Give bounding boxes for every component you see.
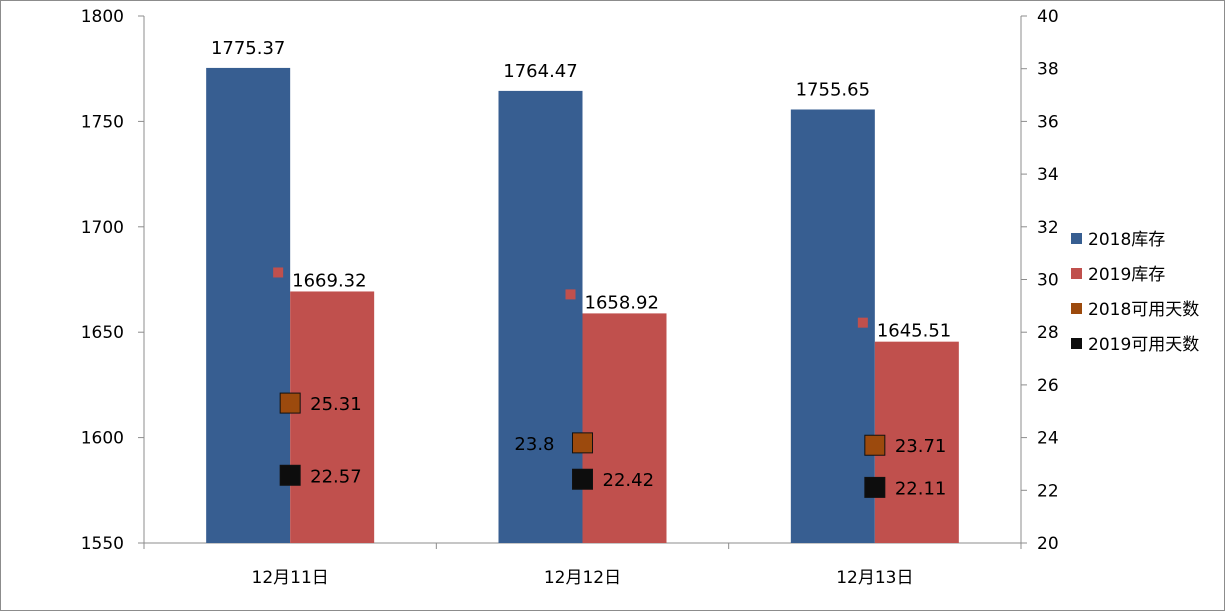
bar-2018库存 xyxy=(206,67,291,543)
legend-swatch xyxy=(1071,338,1082,349)
y-left-tick-label: 1600 xyxy=(81,429,124,449)
legend-swatch xyxy=(1071,303,1082,314)
y-left-tick-label: 1550 xyxy=(81,534,124,554)
y-right-tick-label: 30 xyxy=(1037,271,1059,291)
y-right-tick-label: 32 xyxy=(1037,218,1059,238)
y-left-tick-label: 1700 xyxy=(81,218,124,238)
bar-data-label: 1658.92 xyxy=(585,292,659,313)
marker-data-label: 25.31 xyxy=(310,394,362,415)
marker-data-label: 22.11 xyxy=(895,478,947,499)
legend-swatch xyxy=(1071,233,1082,244)
bar-data-label: 1764.47 xyxy=(503,61,577,82)
bar-2019库存 xyxy=(874,341,959,543)
legend-label: 2019可用天数 xyxy=(1088,335,1199,355)
y-right-tick-label: 38 xyxy=(1037,60,1059,80)
marker-2019可用天数 xyxy=(572,468,593,490)
marker-data-label: 22.42 xyxy=(603,470,655,491)
y-right-tick-label: 24 xyxy=(1037,429,1059,449)
bar-label-marker xyxy=(273,267,284,278)
x-tick-label: 12月13日 xyxy=(836,568,913,588)
y-right-tick-label: 28 xyxy=(1037,323,1059,343)
marker-2018可用天数 xyxy=(279,392,301,414)
y-left-tick-label: 1750 xyxy=(81,112,124,132)
x-tick-label: 12月12日 xyxy=(544,568,621,588)
legend-swatch xyxy=(1071,268,1082,279)
marker-2018可用天数 xyxy=(864,434,886,456)
bar-2019库存 xyxy=(582,313,667,543)
marker-data-label: 22.57 xyxy=(310,466,362,487)
y-left-tick-label: 1650 xyxy=(81,323,124,343)
marker-2019可用天数 xyxy=(279,464,301,486)
y-right-tick-label: 20 xyxy=(1037,534,1059,554)
bar-data-label: 1775.37 xyxy=(211,38,285,59)
y-right-tick-label: 36 xyxy=(1037,112,1059,132)
marker-2018可用天数 xyxy=(572,432,593,454)
x-tick-label: 12月11日 xyxy=(252,568,329,588)
legend-label: 2019库存 xyxy=(1088,265,1165,285)
marker-data-label: 23.71 xyxy=(895,436,947,457)
bar-label-marker xyxy=(565,289,576,300)
y-left-tick-label: 1800 xyxy=(81,7,124,27)
y-right-tick-label: 34 xyxy=(1037,165,1059,185)
bar-data-label: 1645.51 xyxy=(877,321,951,342)
bar-data-label: 1669.32 xyxy=(292,270,366,291)
bar-label-marker xyxy=(857,317,868,328)
y-right-tick-label: 40 xyxy=(1037,7,1059,27)
legend-label: 2018库存 xyxy=(1088,230,1165,250)
y-right-tick-label: 22 xyxy=(1037,481,1059,501)
bar-2018库存 xyxy=(498,90,583,543)
legend-label: 2018可用天数 xyxy=(1088,300,1199,320)
bar-2019库存 xyxy=(290,291,375,543)
y-right-tick-label: 26 xyxy=(1037,376,1059,396)
marker-data-label: 23.8 xyxy=(514,434,554,455)
bar-data-label: 1755.65 xyxy=(796,79,870,100)
marker-2019可用天数 xyxy=(864,476,886,498)
